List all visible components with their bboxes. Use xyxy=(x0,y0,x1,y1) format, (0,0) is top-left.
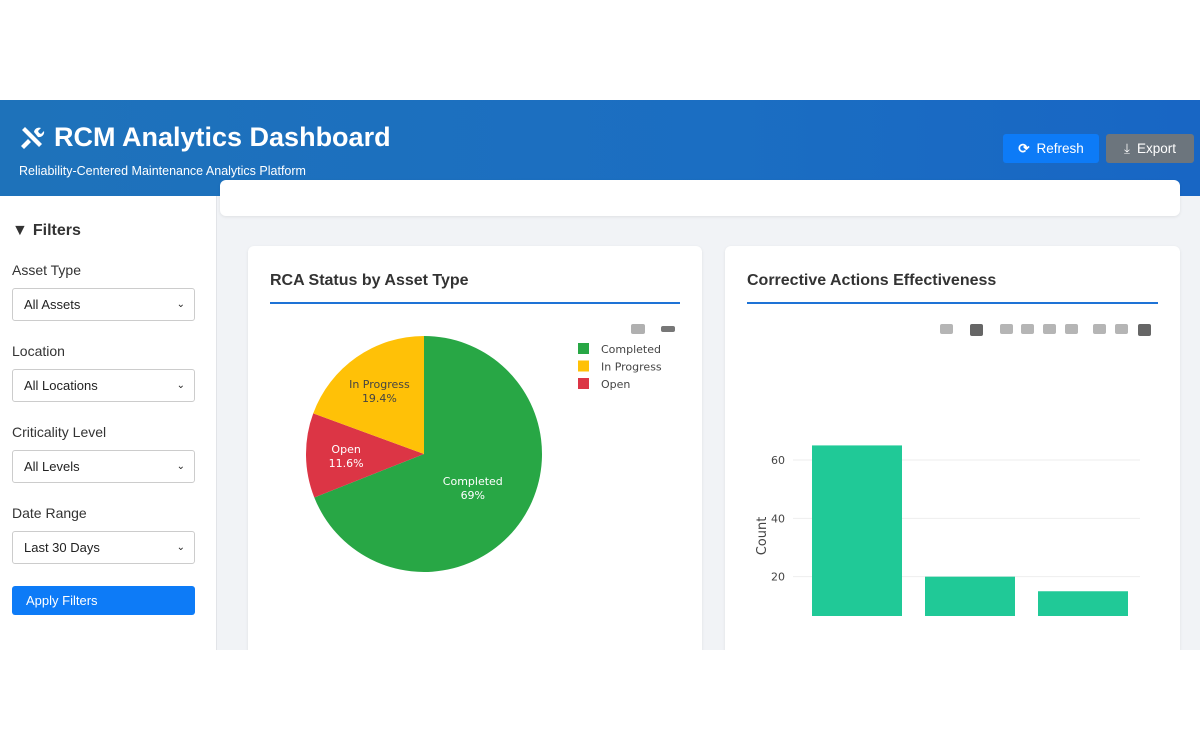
legend-item[interactable]: Open xyxy=(601,378,630,391)
app-title: RCM Analytics Dashboard xyxy=(18,122,391,153)
pie-slice-open[interactable] xyxy=(306,413,424,498)
y-axis-title: Count xyxy=(755,517,770,556)
corrective-actions-card: Corrective Actions Effectiveness 0204060… xyxy=(725,246,1180,650)
bar-pending[interactable] xyxy=(925,576,1015,616)
slice-value: 11.6% xyxy=(329,457,364,470)
plotly-logo-icon[interactable] xyxy=(661,326,675,332)
legend-item[interactable]: Completed xyxy=(601,343,661,356)
filter-label: Asset Type xyxy=(12,262,82,278)
rca-status-card: RCA Status by Asset Type Completed 69% Ope… xyxy=(248,246,702,650)
zoom-out-icon[interactable] xyxy=(1021,324,1034,334)
slice-value: 19.4% xyxy=(362,392,397,405)
filter-icon: ▼ xyxy=(12,222,28,239)
zoom-icon[interactable] xyxy=(970,324,983,336)
filter-label: Date Range xyxy=(12,505,87,521)
autoscale-icon[interactable] xyxy=(1043,324,1056,334)
tools-icon xyxy=(21,126,45,149)
legend-item[interactable]: In Progress xyxy=(601,361,662,374)
apply-filters-button[interactable]: Apply Filters xyxy=(12,586,195,615)
app-subtitle: Reliability-Centered Maintenance Analyti… xyxy=(19,164,306,178)
filter-select[interactable]: All Levels ⌄ xyxy=(12,450,195,483)
camera-icon[interactable] xyxy=(940,324,953,334)
chevron-down-icon: ⌄ xyxy=(176,380,185,391)
chevron-down-icon: ⌄ xyxy=(176,299,185,310)
legend-swatch[interactable] xyxy=(578,360,589,372)
filter-label: Location xyxy=(12,343,65,359)
filter-select[interactable]: All Assets ⌄ xyxy=(12,288,195,321)
slice-value: 69% xyxy=(461,489,485,502)
hover-closest-icon[interactable] xyxy=(1115,324,1128,334)
bar-under-review[interactable] xyxy=(1038,591,1128,616)
filter-label: Criticality Level xyxy=(12,424,107,440)
spike-lines-icon[interactable] xyxy=(1093,324,1106,334)
y-tick-label: 60 xyxy=(771,454,785,467)
filter-select[interactable]: All Locations ⌄ xyxy=(12,369,195,402)
card-title: RCA Status by Asset Type xyxy=(270,272,680,304)
chevron-down-icon: ⌄ xyxy=(176,542,185,553)
pie-slice-completed[interactable] xyxy=(314,336,542,572)
reset-axes-icon[interactable] xyxy=(1065,324,1078,334)
slice-label: Completed xyxy=(443,475,503,488)
slice-label: In Progress xyxy=(349,378,410,391)
filters-heading: ▼ Filters xyxy=(12,222,81,239)
sidebar: ▼ Filters Asset Type All Assets ⌄ Location … xyxy=(0,196,217,650)
camera-icon[interactable] xyxy=(631,324,645,334)
hover-compare-icon[interactable] xyxy=(1138,324,1151,336)
pie-slice-in-progress[interactable] xyxy=(313,336,424,454)
refresh-icon: ⟳ xyxy=(1018,140,1030,156)
legend-swatch[interactable] xyxy=(578,343,589,354)
chevron-down-icon: ⌄ xyxy=(176,461,185,472)
y-tick-label: 20 xyxy=(771,571,785,584)
filter-select[interactable]: Last 30 Days ⌄ xyxy=(12,531,195,564)
slice-label: Open xyxy=(331,443,360,456)
download-icon: ⤓ xyxy=(1124,140,1130,156)
card-title: Corrective Actions Effectiveness xyxy=(747,272,1158,304)
export-button[interactable]: ⤓ Export xyxy=(1106,134,1194,163)
dashboard: RCM Analytics Dashboard Reliability-Cent… xyxy=(0,100,1200,650)
legend-swatch[interactable] xyxy=(578,378,589,389)
top-card xyxy=(220,180,1180,216)
zoom-in-icon[interactable] xyxy=(1000,324,1013,334)
refresh-button[interactable]: ⟳ Refresh xyxy=(1003,134,1099,163)
bar-chart[interactable]: 0204060ImplementedPendingUnder ReviewAct… xyxy=(725,316,1180,616)
bar-implemented[interactable] xyxy=(812,445,902,616)
y-tick-label: 40 xyxy=(771,512,785,525)
